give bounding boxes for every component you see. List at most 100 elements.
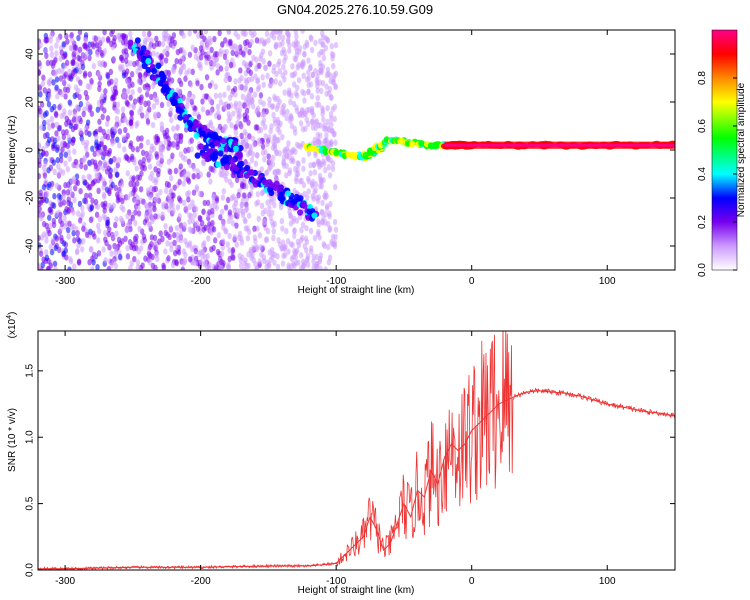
heatmap-cell bbox=[102, 30, 107, 36]
heatmap-cell bbox=[233, 129, 239, 136]
heatmap-cell bbox=[218, 98, 224, 106]
heatmap-cell bbox=[38, 172, 42, 180]
heatmap-cell bbox=[44, 142, 49, 149]
heatmap-cell bbox=[299, 227, 304, 234]
heatmap-cell bbox=[57, 124, 63, 132]
heatmap-cell bbox=[288, 98, 293, 106]
heatmap-cell bbox=[309, 46, 315, 54]
heatmap-cell bbox=[165, 240, 170, 247]
heatmap-cell bbox=[113, 85, 118, 92]
heatmap-cell bbox=[137, 63, 142, 70]
heatmap-cell bbox=[221, 238, 226, 245]
heatmap-cell bbox=[314, 253, 319, 261]
heatmap-cell bbox=[291, 253, 296, 261]
heatmap-cell bbox=[205, 109, 210, 116]
heatmap-cell bbox=[244, 61, 249, 68]
heatmap-cell bbox=[58, 225, 64, 232]
heatmap-cell bbox=[133, 209, 138, 216]
heatmap-cell bbox=[281, 252, 286, 260]
snr-xtick-label: -300 bbox=[55, 576, 75, 587]
heatmap-cell bbox=[125, 88, 131, 95]
heatmap-cell bbox=[223, 204, 229, 211]
heatmap-cell bbox=[115, 171, 120, 178]
heatmap-cell bbox=[92, 233, 97, 240]
heatmap-cell bbox=[137, 225, 142, 233]
heatmap-feature-cell bbox=[243, 172, 250, 179]
heatmap-cell bbox=[63, 160, 68, 167]
heatmap-cell bbox=[272, 169, 278, 176]
heatmap-cell bbox=[180, 266, 186, 270]
heatmap-cell bbox=[128, 30, 133, 38]
heatmap-cell bbox=[157, 238, 162, 245]
snr-xtick-label: 0 bbox=[469, 576, 475, 587]
heatmap-cell bbox=[300, 221, 306, 229]
heatmap-cell bbox=[107, 226, 112, 233]
heatmap-cell bbox=[194, 220, 200, 227]
heatmap-cell bbox=[226, 103, 231, 110]
heatmap-cell bbox=[227, 255, 232, 263]
heatmap-cell bbox=[38, 234, 41, 242]
heatmap-cell bbox=[238, 67, 243, 74]
heatmap-cell bbox=[321, 48, 326, 56]
heatmap-cell bbox=[263, 149, 268, 156]
heatmap-cell bbox=[43, 249, 49, 256]
heatmap-cell bbox=[326, 164, 332, 171]
heatmap-cell bbox=[232, 85, 238, 93]
heatmap-cell bbox=[115, 108, 121, 115]
heatmap-cell bbox=[215, 248, 221, 256]
heatmap-cell bbox=[274, 30, 279, 36]
snr-frame bbox=[37, 330, 676, 571]
heatmap-cell bbox=[65, 38, 70, 45]
heatmap-cell bbox=[167, 168, 173, 176]
heatmap-cell bbox=[144, 91, 150, 98]
heatmap-cell bbox=[187, 68, 192, 75]
heatmap-cell bbox=[159, 101, 165, 109]
heatmap-cell bbox=[105, 149, 110, 157]
heatmap-feature-cell bbox=[160, 86, 167, 94]
heatmap-cell bbox=[128, 60, 133, 67]
heatmap-cell bbox=[181, 63, 187, 71]
heatmap-feature-cell bbox=[333, 149, 340, 157]
heatmap-feature-cell bbox=[171, 98, 178, 105]
heatmap-cell bbox=[43, 160, 48, 167]
heatmap-cell bbox=[226, 217, 232, 225]
heatmap-cell bbox=[110, 232, 116, 240]
heatmap-cell bbox=[42, 87, 48, 94]
heatmap-cell bbox=[300, 63, 305, 70]
heatmap-cell bbox=[105, 71, 110, 79]
heatmap-cell bbox=[113, 77, 119, 85]
heatmap-cell bbox=[208, 178, 213, 185]
heatmap-cell bbox=[222, 124, 227, 131]
heatmap-cell bbox=[292, 227, 297, 234]
heatmap-cell bbox=[274, 174, 279, 182]
heatmap-cell bbox=[166, 75, 172, 83]
heatmap-cell bbox=[320, 209, 325, 216]
heatmap-cell bbox=[198, 171, 203, 178]
heatmap-cell bbox=[77, 55, 83, 63]
heatmap-cell bbox=[131, 244, 137, 252]
heatmap-cell bbox=[147, 209, 153, 216]
heatmap-cell bbox=[148, 252, 153, 259]
heatmap-cell bbox=[294, 33, 299, 40]
heatmap-cell bbox=[125, 78, 130, 85]
heatmap-cell bbox=[66, 233, 71, 240]
heatmap-cell bbox=[122, 146, 127, 153]
heatmap-cell bbox=[247, 48, 252, 56]
heatmap-cell bbox=[267, 249, 272, 256]
heatmap-cell bbox=[222, 91, 227, 98]
heatmap-cell bbox=[105, 219, 110, 227]
heatmap-cell bbox=[190, 44, 195, 51]
heatmap-cell bbox=[274, 41, 279, 48]
heatmap-cell bbox=[92, 150, 97, 158]
heatmap-cell bbox=[256, 215, 261, 223]
heatmap-cell bbox=[304, 116, 309, 123]
heatmap-cell bbox=[67, 109, 73, 116]
heatmap-cell bbox=[64, 128, 69, 136]
heatmap-cell bbox=[49, 32, 54, 40]
heatmap-cell bbox=[302, 97, 307, 104]
heatmap-cell bbox=[196, 32, 201, 39]
heatmap-cell bbox=[262, 257, 267, 265]
heatmap-feature-cell bbox=[244, 164, 251, 172]
heatmap-cell bbox=[173, 113, 179, 121]
heatmap-cell bbox=[308, 161, 313, 169]
